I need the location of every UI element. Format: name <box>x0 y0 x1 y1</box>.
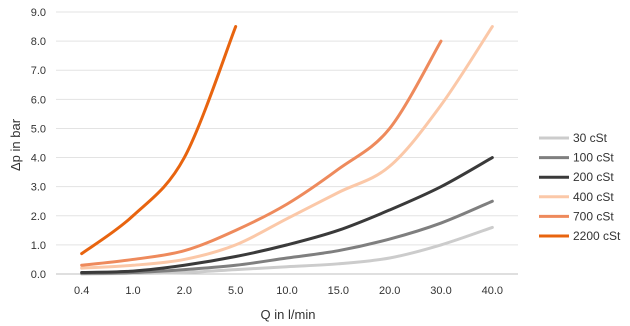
y-tick-label: 7.0 <box>31 65 46 77</box>
series-line <box>80 225 494 276</box>
x-tick-label: 20.0 <box>379 285 400 297</box>
y-tick-label: 6.0 <box>31 94 46 106</box>
legend: 30 cSt 100 cSt 200 cSt 400 cSt 700 cSt 2200 c… <box>539 131 621 243</box>
x-tick-label: 5.0 <box>228 285 243 297</box>
x-tick-label: 10.0 <box>276 285 297 297</box>
legend-label: 30 cSt <box>573 131 608 145</box>
x-tick-label: 0.4 <box>74 285 89 297</box>
y-tick-label: 0.0 <box>31 269 46 281</box>
x-tick-label: 40.0 <box>482 285 503 297</box>
y-tick-label: 3.0 <box>31 182 46 194</box>
grid-lines <box>56 11 518 246</box>
series-line <box>80 156 494 275</box>
legend-label: 200 cSt <box>573 170 614 184</box>
legend-label: 400 cSt <box>573 190 614 204</box>
x-tick-label: 15.0 <box>328 285 349 297</box>
y-tick-label: 4.0 <box>31 153 46 165</box>
series-line <box>80 199 494 275</box>
series-lines <box>80 25 494 276</box>
x-axis-label: Q in l/min <box>261 307 316 322</box>
y-axis-label: Δp in bar <box>8 118 23 171</box>
y-tick-label: 9.0 <box>31 7 46 19</box>
y-tick-label: 1.0 <box>31 240 46 252</box>
series-line <box>80 25 238 256</box>
legend-label: 100 cSt <box>573 151 614 165</box>
legend-label: 2200 cSt <box>573 229 621 243</box>
x-tick-label: 2.0 <box>177 285 192 297</box>
y-tick-label: 2.0 <box>31 211 46 223</box>
y-axis-ticks: 0.0 1.0 2.0 3.0 4.0 5.0 6.0 7.0 8.0 9.0 <box>31 7 46 281</box>
series-line <box>80 39 443 267</box>
series-line <box>80 25 494 270</box>
x-tick-label: 1.0 <box>125 285 140 297</box>
y-tick-label: 8.0 <box>31 36 46 48</box>
x-tick-label: 30.0 <box>430 285 451 297</box>
x-axis-ticks: 0.4 1.0 2.0 5.0 10.0 15.0 20.0 30.0 40.0 <box>74 285 503 297</box>
legend-label: 700 cSt <box>573 209 614 223</box>
y-tick-label: 5.0 <box>31 123 46 135</box>
